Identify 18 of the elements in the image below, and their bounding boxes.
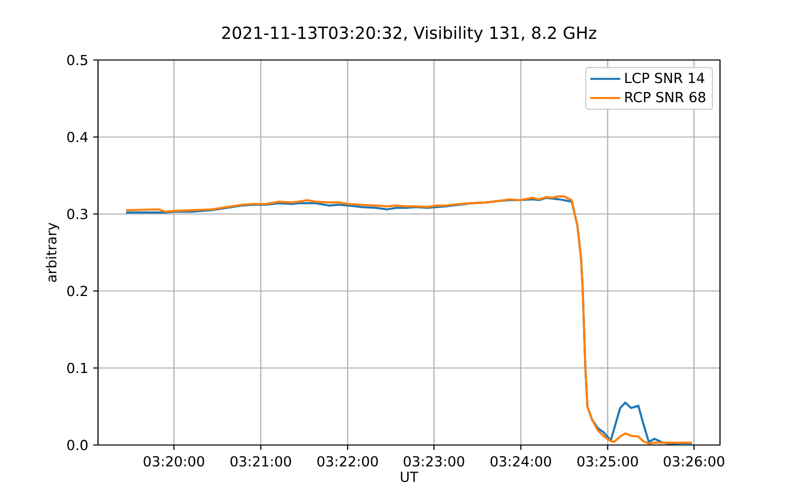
y-tick-label: 0.3 (67, 208, 88, 220)
legend-label: LCP SNR 14 (625, 72, 704, 84)
y-tick-label: 0.1 (67, 362, 88, 374)
x-tick-label: 03:26:00 (664, 456, 724, 467)
chart-title: 2021-11-13T03:20:32, Visibility 131, 8.2 GHz (222, 26, 596, 42)
y-tick-label: 0.5 (67, 54, 88, 66)
legend-label: RCP SNR 68 (625, 92, 706, 102)
x-tick-label: 03:25:00 (577, 456, 638, 467)
x-tick-label: 03:21:00 (230, 456, 291, 467)
x-tick-label: 03:20:00 (144, 456, 204, 467)
x-axis-title: UT (400, 472, 418, 482)
y-tick-label: 0.4 (67, 132, 88, 142)
y-axis-title: arbitrary (46, 222, 60, 282)
x-tick-label: 03:23:00 (404, 456, 464, 467)
y-tick-label: 0.0 (67, 440, 88, 450)
y-tick-label: 0.2 (67, 286, 88, 296)
x-tick-label: 03:22:00 (317, 456, 378, 467)
x-tick-label: 03:24:00 (490, 456, 552, 467)
